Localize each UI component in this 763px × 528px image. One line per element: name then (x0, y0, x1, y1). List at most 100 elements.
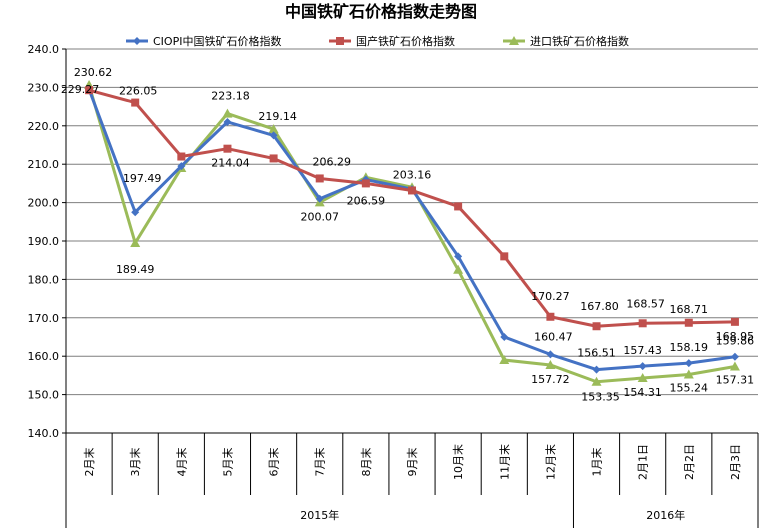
y-tick-label: 200.0 (28, 197, 60, 210)
square-marker (131, 98, 140, 107)
square-marker (177, 152, 186, 161)
data-label: 156.51 (577, 347, 616, 360)
y-tick-label: 220.0 (28, 120, 60, 133)
data-label: 206.59 (347, 194, 386, 207)
triangle-marker (130, 237, 141, 247)
diamond-marker (684, 359, 693, 368)
diamond-marker (133, 37, 141, 45)
x-tick-label: 10月末 (451, 444, 465, 480)
data-label: 159.86 (716, 335, 755, 348)
x-tick-label: 9月末 (405, 448, 419, 477)
data-label: 157.72 (531, 373, 570, 386)
square-marker (315, 174, 324, 183)
triangle-marker (591, 376, 602, 386)
y-tick-label: 180.0 (28, 273, 60, 286)
legend-label: 国产铁矿石价格指数 (356, 34, 455, 48)
diamond-marker (177, 162, 186, 171)
series-line (87, 88, 736, 372)
x-tick-label: 11月末 (497, 444, 511, 480)
diamond-marker (315, 194, 324, 203)
triangle-marker (499, 355, 510, 365)
y-tick-label: 210.0 (28, 158, 60, 171)
series-line (87, 84, 736, 384)
square-marker (361, 179, 370, 188)
x-tick-label: 7月末 (313, 448, 327, 477)
square-marker (454, 202, 463, 211)
data-label: 170.27 (531, 290, 570, 303)
data-labels: 197.49 160.47 156.51 157.43 158.19 159.86 229.… (61, 66, 754, 404)
y-tick-label: 170.0 (28, 312, 60, 325)
x-tick-label: 1月末 (590, 448, 604, 477)
data-label: 197.49 (123, 172, 162, 185)
square-marker (85, 86, 94, 95)
x-tick-label: 6月末 (267, 448, 281, 477)
data-label: 219.14 (258, 110, 297, 123)
y-tick-label: 150.0 (28, 389, 60, 402)
data-label: 154.31 (623, 386, 662, 399)
triangle-marker (545, 359, 556, 369)
triangle-marker (509, 36, 519, 45)
legend-label: 进口铁矿石价格指数 (530, 34, 629, 48)
data-label: 223.18 (211, 90, 250, 103)
data-label: 229.27 (61, 83, 100, 96)
diamond-marker (454, 252, 463, 261)
square-marker (592, 322, 601, 331)
y-tick-label: 140.0 (28, 427, 60, 440)
data-label: 160.47 (534, 330, 573, 343)
y-tick-label: 160.0 (28, 350, 60, 363)
grid-lines (66, 48, 758, 434)
diamond-marker (500, 333, 509, 341)
square-marker (500, 252, 509, 261)
x-tick-label: 2月末 (82, 448, 96, 477)
y-tick-label: 240.0 (28, 43, 60, 56)
triangle-marker (222, 108, 233, 118)
diamond-marker (638, 362, 647, 371)
data-label: 200.07 (300, 210, 339, 223)
square-marker (336, 37, 344, 45)
diamond-marker (269, 131, 278, 140)
data-label: 158.19 (670, 341, 709, 354)
data-label: 226.05 (119, 85, 158, 98)
square-marker (408, 186, 416, 195)
square-marker (730, 317, 739, 326)
y-tick-label: 190.0 (28, 235, 60, 248)
diamond-marker (592, 365, 601, 374)
triangle-marker (268, 124, 279, 134)
x-tick-label: 2月3日 (729, 444, 742, 480)
data-label: 167.80 (580, 300, 619, 313)
data-label: 157.43 (623, 344, 662, 357)
data-label: 214.04 (211, 157, 250, 170)
data-label: 155.24 (670, 381, 709, 394)
diamond-marker (223, 117, 232, 126)
diamond-marker (730, 352, 739, 361)
triangle-marker (729, 361, 740, 371)
data-label: 168.95 (716, 330, 755, 343)
legend-label: CIOPI中国铁矿石价格指数 (153, 34, 281, 48)
triangle-marker (683, 369, 694, 379)
triangle-marker (453, 264, 464, 274)
x-tick-label: 8月末 (359, 448, 373, 477)
square-marker (269, 154, 278, 163)
x-tick-label: 2月1日 (637, 444, 650, 480)
x-tick-label: 12月末 (543, 444, 557, 480)
diamond-marker (546, 350, 555, 359)
data-label: 206.29 (312, 155, 351, 168)
y-tick-label: 230.0 (28, 81, 60, 94)
year-label: 2016年 (646, 508, 685, 522)
year-label: 2015年 (300, 508, 339, 522)
data-label: 157.31 (716, 374, 755, 387)
square-marker (546, 312, 555, 321)
diamond-marker (131, 208, 140, 217)
x-tick-label: 4月末 (174, 448, 188, 477)
series-group (84, 80, 740, 386)
data-label: 203.16 (393, 168, 432, 181)
data-label: 230.62 (74, 66, 113, 79)
data-label: 168.57 (626, 297, 665, 310)
data-label: 168.71 (670, 303, 709, 316)
axes: 140.0 150.0 160.0 170.0 180.0 190.0 200.0 210.0… (28, 43, 759, 528)
square-marker (638, 319, 647, 328)
data-label: 189.49 (116, 263, 155, 276)
square-marker (684, 318, 693, 327)
x-tick-label: 5月末 (220, 448, 234, 477)
